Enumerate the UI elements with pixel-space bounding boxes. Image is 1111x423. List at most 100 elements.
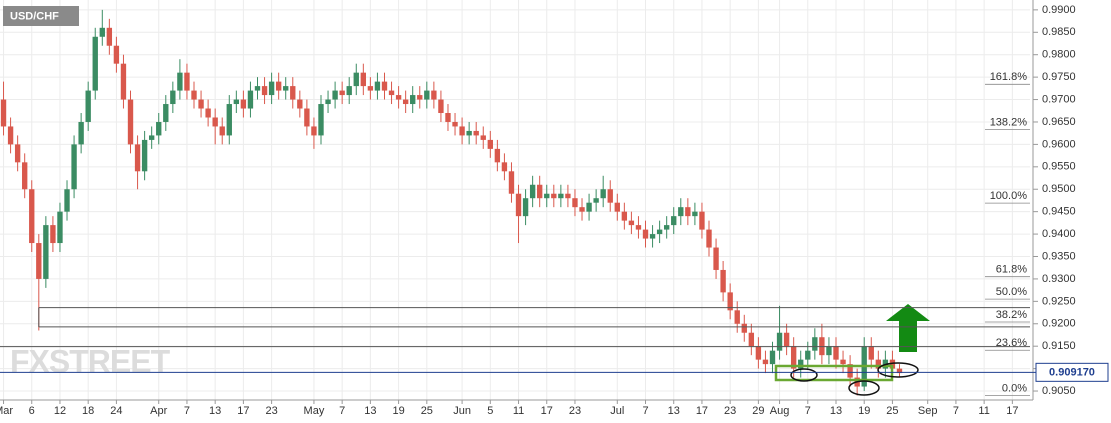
candle-body (233, 99, 240, 105)
candle-body (50, 225, 56, 244)
x-tick-label: 24 (110, 405, 122, 417)
x-tick-label: Sep (918, 405, 938, 417)
ellipse-annotation (790, 368, 818, 382)
y-tick-label: 0.9700 (1042, 93, 1076, 105)
x-tick-label: 13 (209, 405, 221, 417)
candle-body (593, 198, 599, 203)
candle-body (0, 99, 7, 127)
x-tick-label: 13 (668, 405, 680, 417)
candle-body (191, 90, 197, 100)
x-tick-label: 5 (487, 405, 493, 417)
range-annotation (774, 364, 894, 382)
candle-body (141, 139, 148, 172)
candle-body (290, 86, 296, 100)
watermark: FXSTREET (10, 343, 171, 379)
x-tick-label: Jun (453, 405, 471, 417)
ellipse-annotation (848, 380, 880, 396)
candle-body (776, 332, 783, 351)
candle-body (805, 350, 811, 360)
candle-body (614, 202, 620, 212)
candle-body (868, 346, 874, 360)
candle-body (713, 247, 719, 270)
candle-body (177, 72, 183, 91)
candle-body (275, 81, 282, 91)
candle-body (367, 86, 374, 91)
y-tick-label: 0.9900 (1042, 4, 1076, 16)
candle-body (515, 193, 522, 217)
candle-body (120, 63, 127, 100)
fib-label: 100.0% (990, 190, 1028, 202)
candle-body (226, 104, 232, 136)
candle-body (92, 36, 98, 91)
candle-body (388, 90, 395, 96)
candle-body (699, 211, 705, 230)
candle-body (332, 90, 338, 100)
ellipse-annotation (877, 362, 919, 378)
y-tick-label: 0.9600 (1042, 138, 1076, 150)
candle-body (748, 332, 755, 347)
candle-body (374, 81, 381, 91)
x-tick-label: 19 (392, 405, 404, 417)
candle-body (579, 207, 585, 212)
x-tick-label: 17 (541, 405, 553, 417)
candle-body (875, 359, 882, 369)
candle-body (522, 198, 529, 217)
candle-body (727, 292, 733, 311)
symbol-badge (3, 6, 79, 26)
candle-body (572, 198, 578, 208)
candle-body (783, 332, 790, 347)
candle-body (847, 364, 853, 378)
fib-label: 161.8% (990, 71, 1028, 83)
candle-body (402, 99, 409, 105)
candle-body (798, 359, 804, 369)
price-tag-label: 0.909170 (1049, 367, 1095, 379)
candle-body (283, 86, 289, 91)
candle-body (649, 234, 656, 239)
candle-body (184, 72, 190, 91)
candle-body (36, 243, 42, 279)
y-tick-label: 0.9150 (1042, 340, 1076, 352)
candle-body (311, 126, 317, 136)
candle-body (459, 126, 465, 136)
candle-body (304, 108, 310, 127)
candle-body (600, 189, 606, 199)
candle-body (734, 310, 740, 324)
candle-body (833, 346, 839, 360)
x-tick-label: 13 (830, 405, 842, 417)
candle-body (163, 104, 169, 122)
x-tick-label: Jul (610, 405, 624, 417)
candle-body (57, 211, 63, 244)
candle-body (642, 229, 649, 239)
candle-body (424, 90, 430, 100)
candle-body (113, 45, 120, 64)
candle-body (170, 90, 176, 105)
candle-body (508, 171, 515, 194)
candle-body (692, 211, 698, 217)
candle-body (410, 95, 416, 105)
y-tick-label: 0.9250 (1042, 295, 1076, 307)
x-tick-label: May (304, 405, 325, 417)
candle-body (85, 90, 91, 122)
candle-body (889, 359, 896, 369)
candle-body (268, 81, 275, 96)
candle-body (198, 99, 204, 109)
candle-body (769, 350, 776, 365)
candle-body (544, 193, 550, 199)
candle-body (452, 121, 458, 127)
candle-body (635, 225, 642, 230)
x-tick-label: 7 (805, 405, 811, 417)
candle-body (254, 86, 261, 91)
x-tick-label: 11 (513, 405, 524, 417)
y-tick-label: 0.9300 (1042, 273, 1076, 285)
y-tick-label: 0.9200 (1042, 318, 1076, 330)
x-tick-label: 11 (978, 405, 989, 417)
candle-body (826, 346, 832, 356)
y-tick-label: 0.9450 (1042, 206, 1076, 218)
x-tick-label: Mar (0, 405, 13, 417)
candle-body (671, 216, 677, 226)
fib-label: 138.2% (990, 117, 1028, 129)
grid (0, 0, 1030, 400)
candle-body (466, 130, 472, 136)
